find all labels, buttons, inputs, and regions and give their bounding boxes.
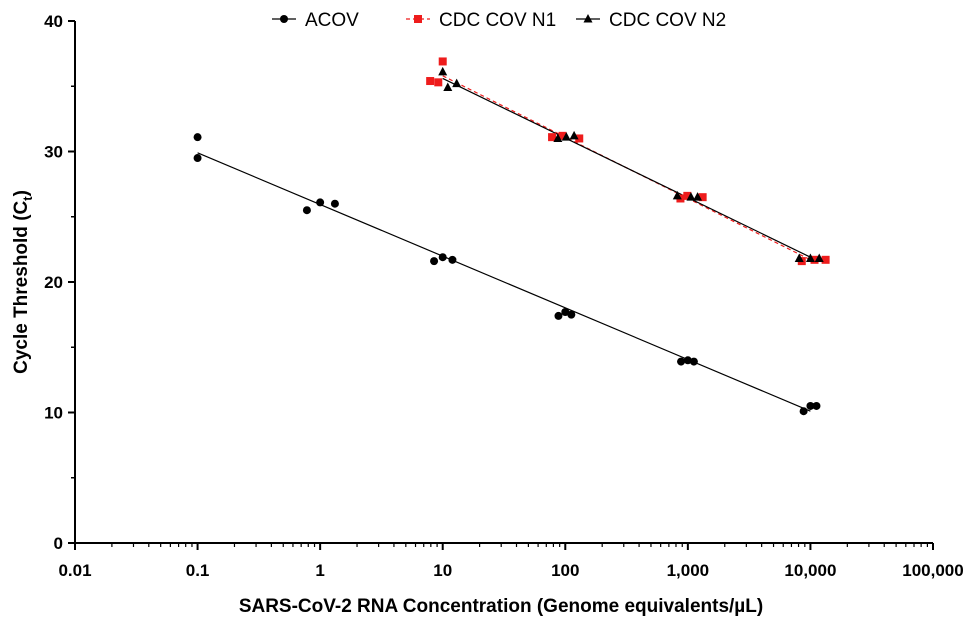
x-tick-label: 0.01 xyxy=(58,561,91,580)
data-point xyxy=(302,206,311,215)
data-point xyxy=(561,308,570,317)
y-tick-label: 0 xyxy=(54,534,63,553)
data-point xyxy=(316,198,325,207)
data-point xyxy=(426,77,435,86)
data-point xyxy=(794,253,804,263)
data-point xyxy=(558,131,567,140)
x-axis-title: SARS-CoV-2 RNA Concentration (Genome equ… xyxy=(239,596,763,617)
y-axis-title: Cycle Threshold (Ct) xyxy=(11,190,35,374)
y-axis-title-main: Cycle Threshold (C xyxy=(11,200,32,373)
data-point xyxy=(438,66,448,76)
data-point xyxy=(672,190,682,200)
x-tick-label: 10,000 xyxy=(784,561,836,580)
data-point xyxy=(567,310,576,319)
data-point xyxy=(693,192,703,201)
data-point xyxy=(193,154,202,163)
x-tick-label: 1,000 xyxy=(667,561,710,580)
legend: ACOV CDC COV N1 CDC COV N2 xyxy=(272,10,726,31)
legend-marker xyxy=(583,14,593,23)
data-point xyxy=(683,191,692,200)
data-point xyxy=(448,255,457,264)
data-point xyxy=(434,78,443,87)
x-tick-label: 10 xyxy=(433,561,452,580)
fit-line xyxy=(442,77,811,258)
data-point xyxy=(330,199,339,208)
y-tick-label: 40 xyxy=(44,12,63,31)
data-point xyxy=(554,311,563,320)
data-point xyxy=(193,133,202,142)
data-point xyxy=(443,82,453,92)
data-point xyxy=(683,356,692,365)
x-tick-label: 100,000 xyxy=(902,561,963,580)
data-point xyxy=(799,407,808,416)
y-axis-title-close: ) xyxy=(11,190,32,196)
data-point xyxy=(689,357,698,366)
data-point xyxy=(548,133,557,142)
data-point xyxy=(438,57,447,66)
x-tick-label: 1 xyxy=(315,561,324,580)
data-point xyxy=(569,130,579,140)
fit-line xyxy=(197,152,811,412)
x-tick-label: 100 xyxy=(551,561,579,580)
data-point xyxy=(686,192,696,201)
data-point xyxy=(452,78,462,88)
y-tick-label: 20 xyxy=(44,273,63,292)
data-point xyxy=(430,257,439,266)
data-point xyxy=(806,401,815,410)
legend-marker xyxy=(280,15,288,23)
data-points xyxy=(193,57,830,416)
data-point xyxy=(575,134,584,143)
legend-label: ACOV xyxy=(305,10,359,31)
fit-lines xyxy=(197,75,811,412)
data-point xyxy=(698,193,707,202)
legend-label: CDC COV N2 xyxy=(609,10,726,31)
data-point xyxy=(810,255,819,264)
x-tick-label: 0.1 xyxy=(186,561,210,580)
legend-label: CDC COV N1 xyxy=(439,10,556,31)
data-point xyxy=(805,253,815,263)
data-point xyxy=(812,401,821,410)
data-point xyxy=(677,357,686,366)
data-point xyxy=(821,255,830,264)
data-point xyxy=(553,133,563,142)
data-point xyxy=(814,253,824,263)
data-point xyxy=(561,132,571,141)
data-point xyxy=(438,253,447,262)
y-axis-title-sub: t xyxy=(20,196,35,201)
y-tick-label: 30 xyxy=(44,143,63,162)
x-axis: 0.01 0.1 1 10 100 1,000 10,000 100,000 xyxy=(58,542,964,580)
legend-marker xyxy=(414,15,422,23)
y-tick-label: 10 xyxy=(44,404,63,423)
y-axis: 0 10 20 30 40 xyxy=(44,12,76,553)
